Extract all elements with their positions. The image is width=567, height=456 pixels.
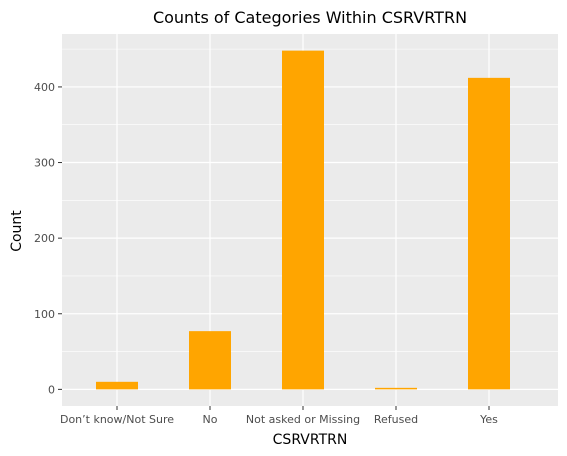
x-tick-label: Don’t know/Not Sure: [60, 413, 174, 426]
bars: [96, 50, 510, 390]
y-tick-label: 100: [34, 308, 55, 321]
x-axis-ticks: Don’t know/Not Sure No Not asked or Missin…: [60, 406, 498, 426]
bar: [375, 387, 417, 390]
y-tick-label: 300: [34, 157, 55, 170]
x-tick-label: No: [203, 413, 218, 426]
x-tick-label: Refused: [374, 413, 418, 426]
y-tick-label: 200: [34, 232, 55, 245]
x-tick-label: Not asked or Missing: [246, 413, 360, 426]
y-tick-label: 400: [34, 81, 55, 94]
x-tick-label: Yes: [479, 413, 498, 426]
y-tick-label: 0: [48, 383, 55, 396]
chart-title: Counts of Categories Within CSRVRTRN: [153, 8, 467, 27]
bar: [189, 331, 231, 390]
x-axis-title: CSRVRTRN: [273, 432, 348, 448]
y-axis-title: Count: [9, 210, 25, 252]
y-axis-ticks: 0 100 200 300 400: [34, 81, 62, 396]
bar: [468, 77, 510, 390]
bar: [96, 381, 138, 390]
bar: [282, 50, 324, 390]
